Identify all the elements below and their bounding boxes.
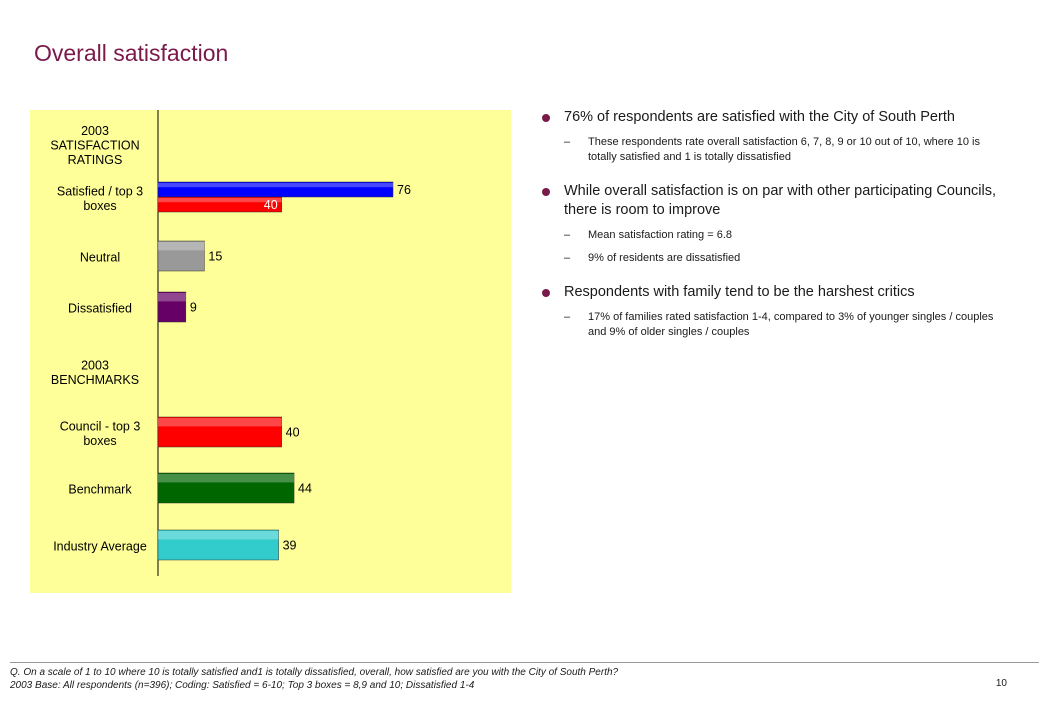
dash-icon: –	[564, 229, 571, 241]
chart-panel: 2003 SATISFACTION RATINGS 2003 BENCHMARKS Sat…	[30, 110, 511, 593]
category-label: Council - top 3	[60, 419, 141, 433]
category-label: Industry Average	[53, 540, 147, 554]
finding-group-3: Respondents with family tend to be the h…	[540, 283, 1010, 339]
bar-value-label: 44	[298, 482, 312, 496]
subpoint-text: These respondents rate overall satisfact…	[588, 136, 980, 163]
bar-highlight	[158, 474, 295, 483]
dash-icon: –	[564, 251, 571, 264]
finding-group-2: While overall satisfaction is on par wit…	[540, 182, 1010, 265]
footnote-question: Q. On a scale of 1 to 10 where 10 is tot…	[10, 667, 619, 678]
bar-value-label: 40	[286, 426, 300, 440]
bullet-dot-icon	[542, 114, 550, 122]
chart-section-label: 2003	[81, 358, 109, 372]
bar-value-label: 39	[283, 539, 297, 553]
bullet-dot-icon	[542, 188, 550, 196]
bar	[157, 416, 282, 448]
bar-highlight	[158, 418, 282, 427]
finding-subpoint: – These respondents rate overall satisfa…	[540, 135, 1010, 164]
finding-bullet: Respondents with family tend to be the h…	[540, 283, 1010, 302]
dash-icon: –	[564, 136, 571, 148]
finding-text: While overall satisfaction is on par wit…	[564, 183, 996, 218]
bar	[157, 240, 205, 272]
bar-highlight	[158, 242, 205, 251]
bar	[157, 196, 282, 213]
finding-subpoint: – Mean satisfaction rating = 6.8	[540, 228, 1010, 243]
page-number: 10	[995, 678, 1007, 689]
category-label: Benchmark	[68, 483, 132, 497]
category-label: Dissatisfied	[68, 302, 132, 316]
dash-icon: –	[564, 311, 571, 323]
satisfaction-bar-chart: 2003SATISFACTIONRATINGS2003BENCHMARKSSat…	[50, 110, 411, 576]
bar	[157, 529, 279, 561]
finding-subpoint: – 17% of families rated satisfaction 1-4…	[540, 310, 1010, 339]
chart-section-label: 2003	[81, 124, 109, 138]
category-label: boxes	[83, 199, 116, 213]
subpoint-text: 17% of families rated satisfaction 1-4, …	[588, 311, 994, 338]
footnote-base: 2003 Base: All respondents (n=396); Codi…	[10, 679, 475, 691]
subpoint-text: 9% of residents are dissatisfied	[588, 251, 741, 264]
bullet-dot-icon	[542, 289, 550, 297]
question-footnote: Q. On a scale of 1 to 10 where 10 is tot…	[10, 667, 810, 692]
finding-bullet: While overall satisfaction is on par wit…	[540, 182, 1010, 220]
bar-highlight	[158, 183, 393, 188]
chart-section-label: SATISFACTION	[50, 139, 139, 153]
category-label: boxes	[83, 434, 116, 448]
category-label: Satisfied / top 3	[57, 184, 143, 198]
footer-divider	[10, 662, 1039, 663]
bar-highlight	[158, 531, 279, 540]
bar-highlight	[158, 293, 186, 302]
subpoint-text: Mean satisfaction rating = 6.8	[588, 229, 732, 241]
chart-section-label: BENCHMARKS	[51, 373, 139, 387]
bar-value-label: 9	[190, 301, 197, 315]
finding-group-1: 76% of respondents are satisfied with th…	[540, 108, 1010, 164]
page-title: Overall satisfaction	[34, 40, 229, 66]
bar-highlight	[158, 198, 282, 203]
key-findings: 76% of respondents are satisfied with th…	[540, 108, 1010, 357]
finding-text: Respondents with family tend to be the h…	[564, 284, 915, 300]
finding-text: 76% of respondents are satisfied with th…	[564, 109, 955, 125]
bar-value-label: 40	[264, 198, 278, 212]
finding-bullet: 76% of respondents are satisfied with th…	[540, 108, 1010, 127]
chart-section-label: RATINGS	[68, 153, 123, 167]
bar	[157, 291, 187, 323]
bar-value-label: 15	[208, 250, 222, 264]
finding-subpoint: – 9% of residents are dissatisfied	[540, 251, 1010, 266]
bar-value-label: 76	[397, 183, 411, 197]
category-label: Neutral	[80, 251, 120, 265]
bar	[157, 472, 295, 504]
